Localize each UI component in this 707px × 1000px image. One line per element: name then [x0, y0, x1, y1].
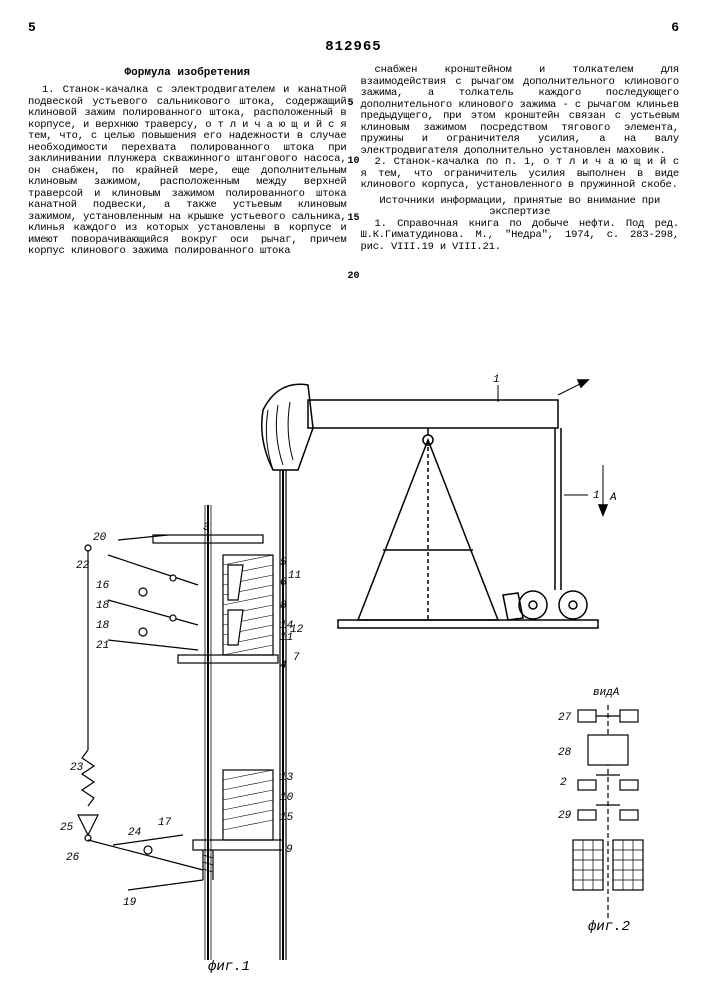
left-para-1: 1. Станок-качалка с электродвигателем и … — [28, 85, 347, 258]
sources-title: Источники информации, принятые во вниман… — [361, 196, 680, 219]
p12: 12 — [290, 624, 304, 636]
source-1: 1. Справочная книга по добыче нефти. Под… — [361, 219, 680, 254]
p9: 9 — [286, 844, 293, 856]
p7: 7 — [293, 652, 300, 664]
p23: 23 — [70, 762, 84, 774]
clamp-assembly — [78, 505, 283, 960]
p11a: 11 — [288, 570, 301, 582]
fig1-label: фиг.1 — [208, 959, 250, 975]
p22: 22 — [76, 560, 90, 572]
right-para-2: 2. Станок-качалка по п. 1, о т л и ч а ю… — [361, 157, 680, 192]
ln20: 20 — [347, 271, 359, 283]
left-body: 1. Станок-качалка с электродвигателем и … — [28, 85, 347, 258]
ln5: 5 — [347, 98, 359, 110]
p4: 4 — [280, 660, 287, 672]
part-1b: 1 — [593, 490, 600, 502]
page-num-right: 6 — [671, 20, 679, 35]
p5: 5 — [280, 557, 287, 569]
fig2-label: фиг.2 — [588, 919, 630, 935]
fig2: видA — [573, 687, 643, 920]
p18a: 18 — [96, 600, 110, 612]
f2-2: 2 — [560, 777, 567, 789]
p18b: 18 — [96, 620, 110, 632]
pumpjack-outline — [262, 380, 607, 628]
arrow-a-label: A — [609, 492, 617, 504]
ln15: 15 — [347, 213, 359, 225]
p24: 24 — [128, 827, 141, 839]
figures-svg: 1 1 A — [28, 340, 679, 980]
f2-27: 27 — [558, 712, 572, 724]
p25: 25 — [60, 822, 74, 834]
formula-title: Формула изобретения — [28, 67, 347, 79]
diagram-area: 1 1 A — [28, 340, 679, 980]
page-numbers-row: 5 6 — [28, 20, 679, 35]
ln10: 10 — [347, 156, 359, 168]
p16: 16 — [96, 580, 110, 592]
p13: 13 — [280, 772, 294, 784]
patent-number: 812965 — [28, 39, 679, 55]
patent-page: 5 6 812965 Формула изобретения 1. Станок… — [0, 0, 707, 1000]
p19: 19 — [123, 897, 137, 909]
p6: 6 — [280, 577, 287, 589]
right-para-1: снабжен кронштейном и толкателем для вза… — [361, 65, 680, 157]
right-body: снабжен кронштейном и толкателем для вза… — [361, 65, 680, 253]
p21: 21 — [96, 640, 109, 652]
p8: 8 — [280, 600, 287, 612]
f2-29: 29 — [558, 810, 572, 822]
p3: 3 — [203, 522, 210, 534]
p20: 20 — [93, 532, 107, 544]
page-num-left: 5 — [28, 20, 36, 35]
p15: 15 — [280, 812, 294, 824]
right-column: снабжен кронштейном и толкателем для вза… — [361, 65, 680, 258]
p17: 17 — [158, 817, 172, 829]
vida: видA — [593, 687, 620, 699]
p26: 26 — [66, 852, 80, 864]
p10: 10 — [280, 792, 294, 804]
part-1a: 1 — [493, 374, 500, 386]
line-numbers: 5 10 15 20 — [347, 98, 359, 282]
f2-28: 28 — [558, 747, 572, 759]
rod-assembly — [280, 470, 286, 960]
left-column: Формула изобретения 1. Станок-качалка с … — [28, 65, 347, 258]
